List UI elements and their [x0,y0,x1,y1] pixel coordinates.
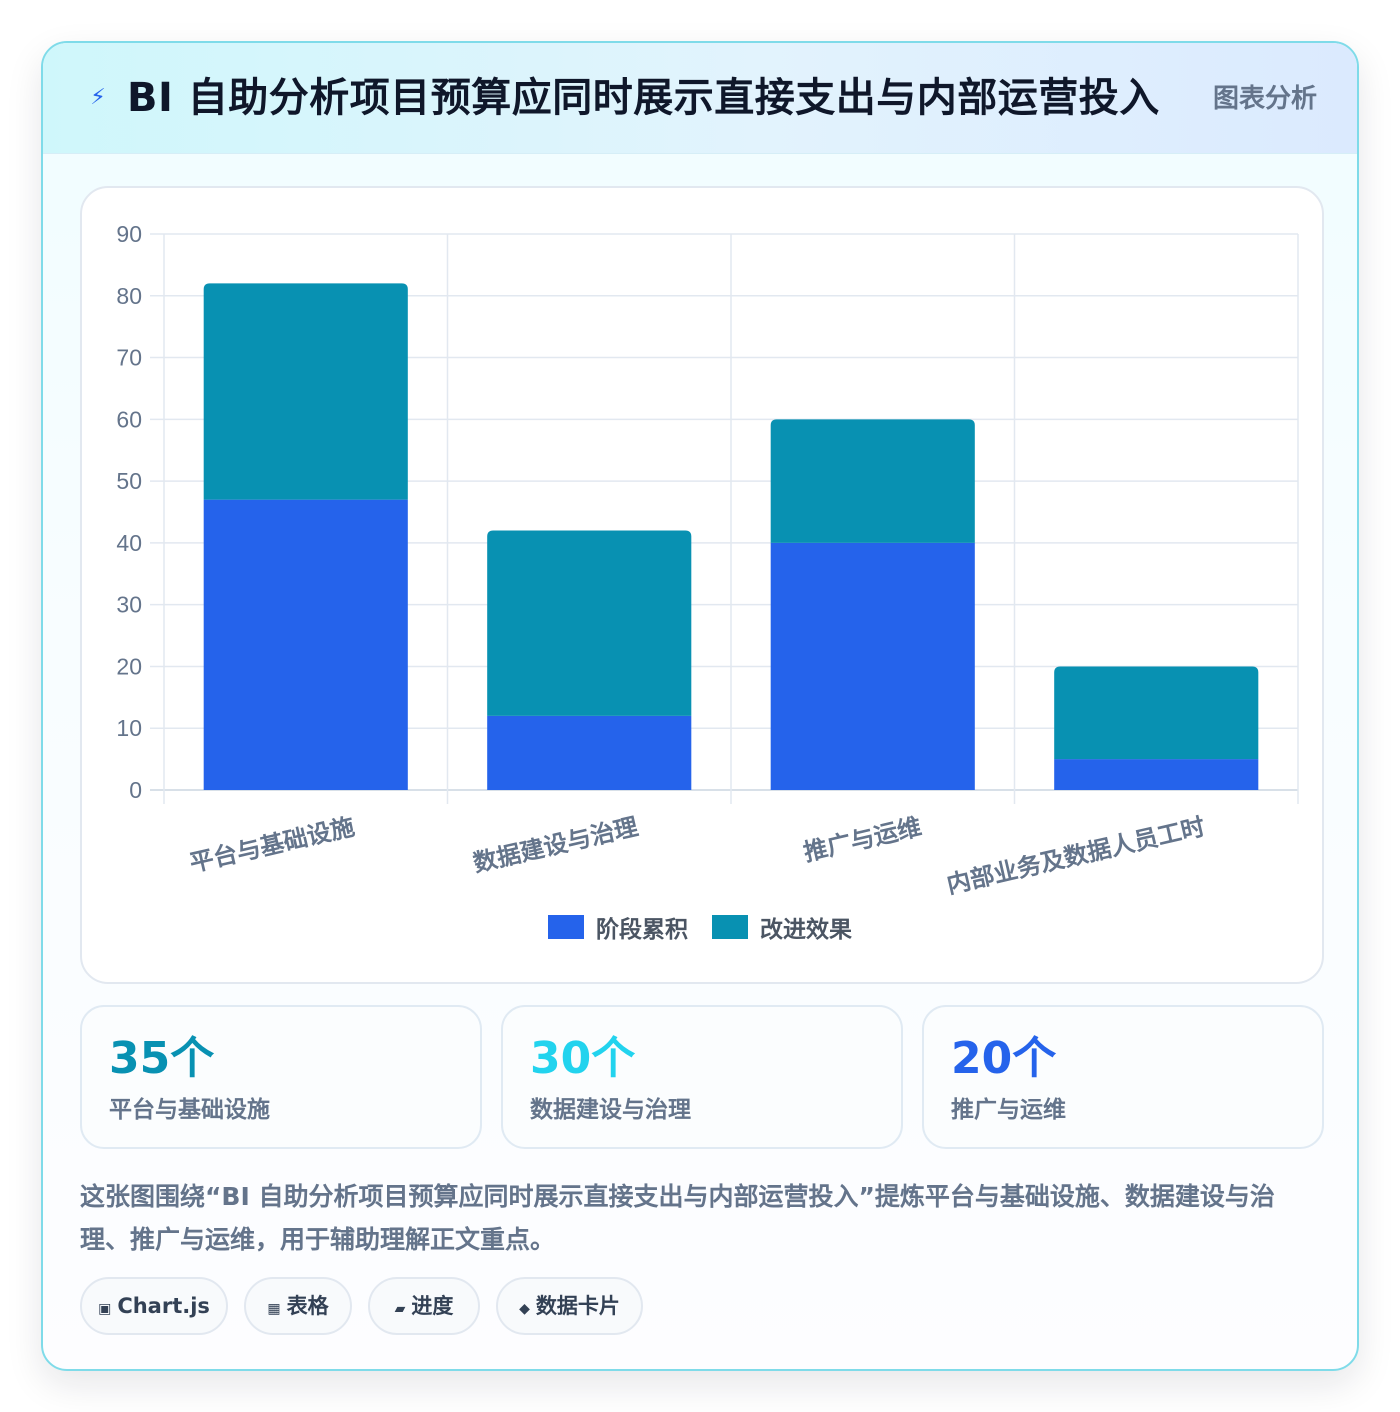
y-tick-label: 0 [129,777,142,803]
chart-description: 这张图围绕“BI 自助分析项目预算应同时展示直接支出与内部运营投入”提炼平台与基… [80,1182,1275,1254]
y-tick-label: 60 [116,406,142,432]
chart-panel: 0 10 20 30 40 50 60 70 80 90 平台与基础设施 数据建设与治理 推广与运维 内部… [80,186,1324,984]
y-tick-label: 20 [116,653,142,679]
page-title: BI 自助分析项目预算应同时展示直接支出与内部运营投入 [127,75,1160,121]
stat-value: 35个 [109,1033,215,1084]
chip-label: 进度 [411,1294,454,1318]
bar-segment [487,715,692,790]
bar-segment [203,499,408,790]
y-tick-label: 50 [116,468,142,494]
chip-data-card[interactable]: ◆ 数据卡片 [496,1277,643,1335]
bar-segment [1054,666,1259,760]
bar-segment [487,530,692,716]
stat-card-2: 30个 数据建设与治理 [501,1005,903,1149]
y-tick-label: 90 [116,221,142,247]
grid-icon: ▦ [267,1301,281,1317]
chart-analysis-tag: 图表分析 [1212,84,1317,114]
y-tick-label: 40 [116,530,142,556]
square-icon: ▣ [98,1301,112,1317]
stat-value: 30个 [530,1033,636,1084]
x-tick-label: 平台与基础设施 [187,813,357,878]
lightning-icon: ⚡ [90,85,106,110]
bar-segment [1054,759,1259,790]
legend-label: 阶段累积 [596,916,688,943]
chart-card: ⚡ BI 自助分析项目预算应同时展示直接支出与内部运营投入 图表分析 0 10 20… [41,41,1359,1371]
legend-label: 改进效果 [760,916,852,943]
stat-card-3: 20个 推广与运维 [922,1005,1324,1149]
x-tick-label: 推广与运维 [801,813,924,867]
diamond-icon: ◆ [519,1301,530,1317]
progress-icon: ▰ [394,1301,406,1317]
x-tick-label: 内部业务及数据人员工时 [944,813,1208,900]
chip-chartjs[interactable]: ▣ Chart.js [80,1277,228,1335]
legend-swatch [548,915,584,939]
bar-segment [203,283,408,500]
stat-card-1: 35个 平台与基础设施 [80,1005,482,1149]
x-tick-label: 数据建设与治理 [471,813,641,878]
bar-segment [770,542,975,790]
y-tick-label: 70 [116,345,142,371]
stat-label: 平台与基础设施 [109,1097,270,1123]
y-tick-label: 10 [116,715,142,741]
chip-label: Chart.js [117,1294,210,1318]
chip-label: 数据卡片 [535,1294,620,1318]
bar-segment [770,419,975,543]
card-header: ⚡ BI 自助分析项目预算应同时展示直接支出与内部运营投入 图表分析 [43,43,1357,154]
stat-label: 数据建设与治理 [530,1097,691,1123]
y-tick-label: 80 [116,283,142,309]
chip-table[interactable]: ▦ 表格 [244,1277,352,1335]
chip-label: 表格 [286,1294,329,1318]
stacked-bar-chart: 0 10 20 30 40 50 60 70 80 90 平台与基础设施 数据建设与治理 推广与运维 内部… [116,221,1299,943]
stat-label: 推广与运维 [951,1097,1066,1123]
legend-swatch [712,915,748,939]
y-tick-label: 30 [116,592,142,618]
chip-progress[interactable]: ▰ 进度 [368,1277,480,1335]
stat-value: 20个 [951,1033,1057,1084]
